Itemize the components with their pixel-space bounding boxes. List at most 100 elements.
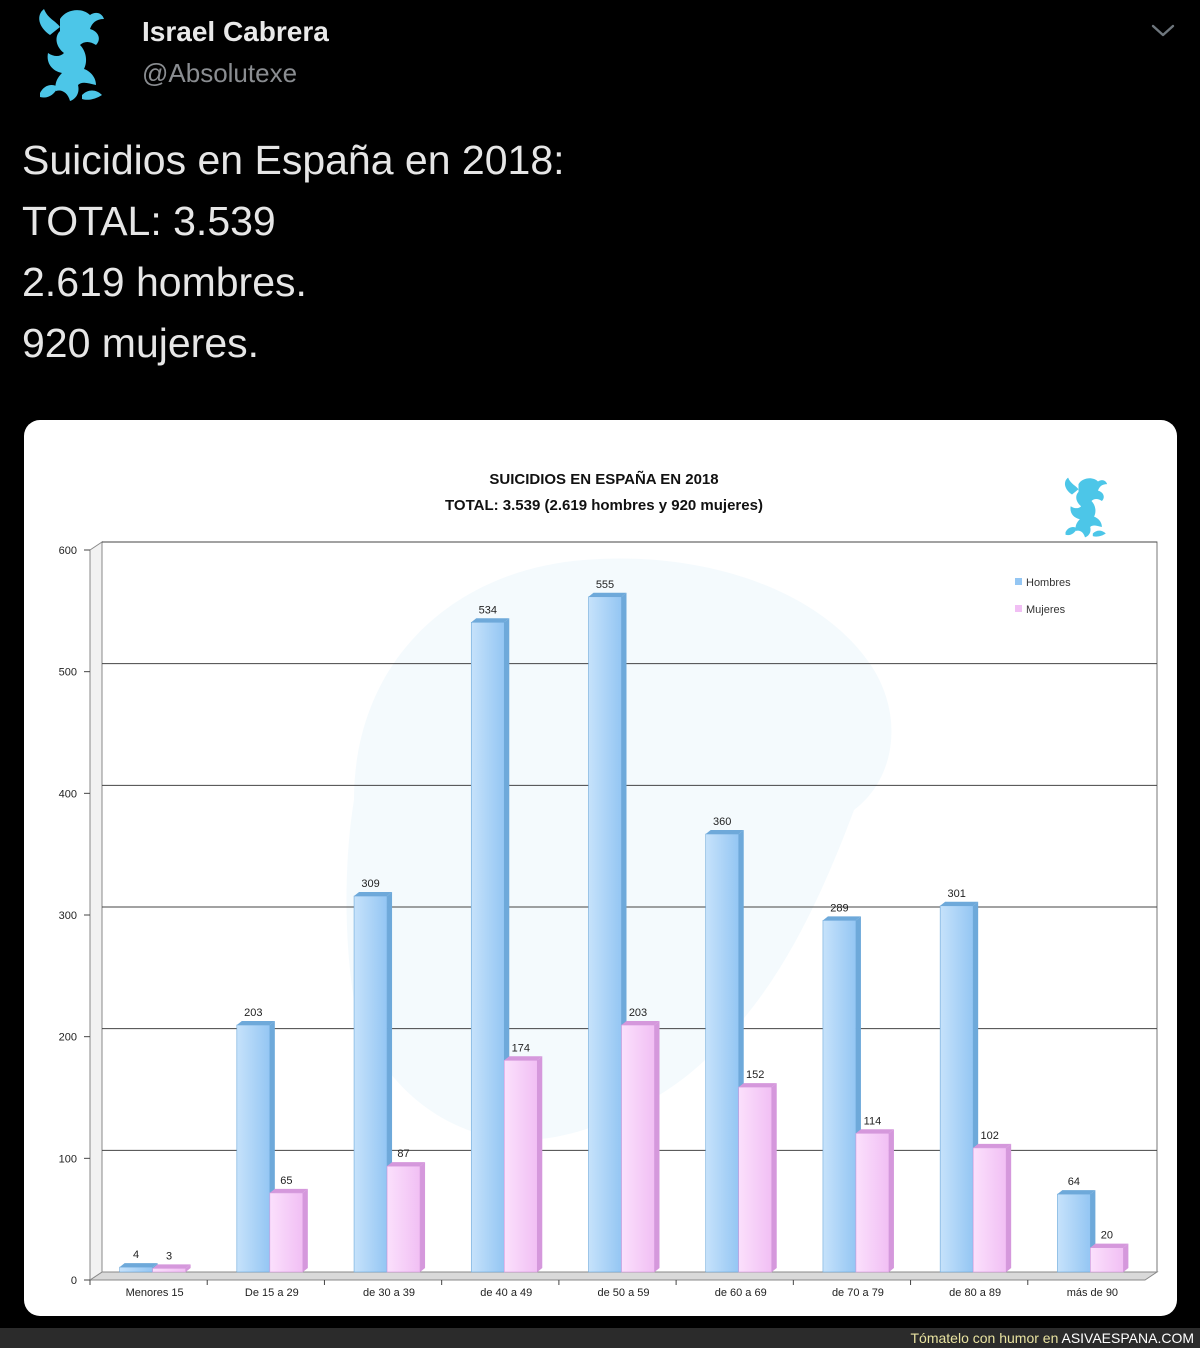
legend-label: Mujeres — [1026, 604, 1066, 616]
bar-side-face — [771, 1083, 777, 1272]
y-tick-label: 600 — [59, 545, 77, 557]
data-label: 309 — [361, 878, 379, 890]
tweet-media-image[interactable]: 0 100 200 300 400 500 600 Menores 15 De 15 a 29 d… — [24, 420, 1177, 1316]
bar-mujeres — [621, 1021, 660, 1273]
tweet-header: Israel Cabrera @Absolutexe — [0, 0, 1200, 120]
chevron-down-icon[interactable] — [1148, 18, 1178, 42]
labels: 4 3 203 65 309 87 534 174 555 203 360 152 289 114 301 1… — [133, 579, 1113, 1263]
bar-front-face — [738, 1086, 773, 1273]
data-label: 20 — [1101, 1230, 1113, 1242]
bar-hombres — [939, 901, 979, 1273]
tweet-text-line: 920 mujeres. — [22, 320, 260, 366]
x-tick-label: Menores 15 — [126, 1287, 184, 1299]
data-label: 360 — [713, 816, 731, 828]
bar-hombres — [822, 916, 861, 1273]
data-label: 102 — [980, 1130, 998, 1142]
bar-mujeres — [503, 1056, 543, 1273]
gridlines — [88, 541, 1159, 1281]
data-label: 301 — [947, 888, 965, 900]
bar-front-face — [621, 1024, 655, 1273]
bar-top-face — [236, 1021, 275, 1026]
bar-top-face — [269, 1188, 308, 1193]
bar-hombres — [119, 1263, 158, 1273]
bar-mujeres — [152, 1264, 191, 1273]
bar-top-face — [855, 1129, 894, 1134]
x-tick-label: de 40 a 49 — [480, 1287, 532, 1299]
bar-top-face — [940, 901, 979, 906]
bar-front-face — [1057, 1193, 1091, 1273]
bar-top-face — [471, 618, 510, 623]
chart-title: SUICIDIOS EN ESPAÑA EN 2018 — [489, 470, 718, 488]
y-tick-label: 0 — [71, 1275, 77, 1287]
data-label: 87 — [397, 1148, 409, 1160]
bar-front-face — [1090, 1247, 1124, 1273]
bar-mujeres — [386, 1162, 426, 1273]
bar-front-face — [503, 1059, 538, 1273]
bar-front-face — [386, 1165, 421, 1273]
y-tick-label: 100 — [59, 1153, 77, 1165]
bar-top-face — [705, 830, 744, 834]
footer-site-link[interactable]: ASIVAESPANA.COM — [1061, 1330, 1194, 1346]
x-tick-label: de 60 a 69 — [715, 1287, 767, 1299]
bar-side-face — [888, 1129, 894, 1272]
bar-side-face — [537, 1056, 543, 1272]
bar-side-face — [302, 1188, 308, 1272]
bar-top-face — [1090, 1243, 1129, 1248]
bar-hombres — [588, 592, 627, 1273]
bar-front-face — [855, 1132, 890, 1273]
y-tick-label: 300 — [59, 910, 77, 922]
bar-front-face — [588, 596, 622, 1273]
chart-floor — [88, 1271, 1159, 1281]
bar-side-face — [1123, 1243, 1129, 1272]
bar-side-face — [654, 1021, 660, 1272]
bar-top-face — [588, 592, 627, 597]
bar-top-face — [504, 1056, 543, 1061]
bar-side-face — [420, 1162, 426, 1272]
tweet-text-line: Suicidios en España en 2018: — [22, 137, 565, 183]
bar-front-face — [705, 833, 740, 1273]
bar-front-face — [152, 1268, 186, 1273]
display-name[interactable]: Israel Cabrera — [142, 16, 329, 47]
bar-top-face — [973, 1143, 1012, 1148]
legend-swatch — [1015, 578, 1022, 585]
axes: 0 100 200 300 400 500 600 Menores 15 De 15 a 29 d… — [59, 545, 1118, 1299]
user-handle[interactable]: @Absolutexe — [142, 58, 298, 88]
chart-left-wall — [89, 541, 103, 1281]
bar-top-face — [1057, 1190, 1096, 1195]
footer-credit[interactable]: Tómatelo con humor en ASIVAESPANA.COM — [911, 1330, 1195, 1346]
bar-top-face — [119, 1263, 158, 1268]
data-label: 152 — [746, 1069, 764, 1081]
bar-top-face — [387, 1162, 426, 1167]
griffin-logo-icon[interactable] — [30, 5, 112, 103]
bar-mujeres — [269, 1188, 308, 1273]
bar-hombres — [353, 892, 393, 1273]
bar-mujeres — [855, 1129, 894, 1273]
y-tick-label: 500 — [59, 667, 77, 679]
bar-mujeres — [1090, 1243, 1129, 1273]
footer-bar: Tómatelo con humor en ASIVAESPANA.COM — [0, 1328, 1200, 1348]
data-label: 4 — [133, 1249, 139, 1261]
data-label: 3 — [166, 1250, 172, 1262]
bars — [119, 592, 1129, 1273]
bar-front-face — [470, 622, 505, 1273]
bar-front-face — [269, 1192, 304, 1273]
chart-legend: Hombres Mujeres — [1015, 577, 1071, 616]
chart-logo-icon — [1064, 477, 1108, 538]
tweet-text-line: TOTAL: 3.539 — [22, 198, 276, 244]
bar-front-face — [972, 1147, 1007, 1273]
data-label: 203 — [244, 1007, 262, 1019]
y-tick-label: 200 — [59, 1032, 77, 1044]
data-label: 555 — [596, 579, 614, 591]
x-tick-label: De 15 a 29 — [245, 1287, 299, 1299]
bar-front-face — [822, 920, 857, 1273]
bar-hombres — [1057, 1190, 1096, 1273]
bar-top-face — [152, 1264, 191, 1269]
bar-top-face — [354, 892, 393, 897]
x-tick-label: de 30 a 39 — [363, 1287, 415, 1299]
data-label: 174 — [512, 1042, 530, 1054]
bar-side-face — [1006, 1143, 1012, 1272]
x-tick-label: de 50 a 59 — [598, 1287, 650, 1299]
x-tick-label: de 70 a 79 — [832, 1287, 884, 1299]
tweet-text: Suicidios en España en 2018: TOTAL: 3.53… — [22, 130, 565, 374]
x-tick-label: de 80 a 89 — [949, 1287, 1001, 1299]
